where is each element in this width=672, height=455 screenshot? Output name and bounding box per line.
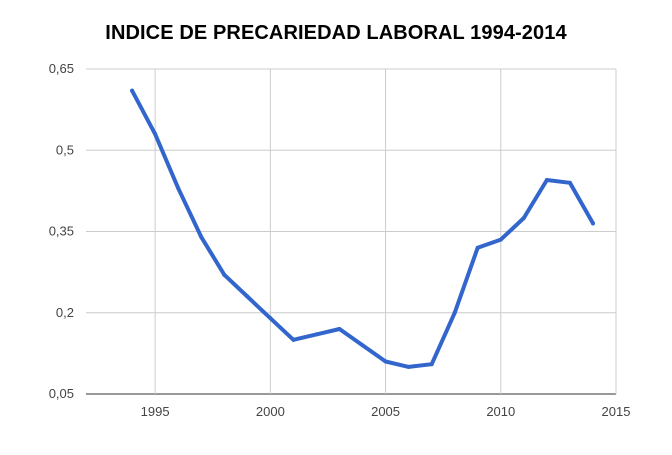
data-point: [222, 272, 227, 277]
data-point: [521, 215, 526, 220]
chart-title: INDICE DE PRECARIEDAD LABORAL 1994-2014: [105, 22, 567, 44]
x-tick-label: 1995: [141, 404, 170, 419]
data-point: [590, 221, 595, 226]
data-point: [498, 237, 503, 242]
data-point: [314, 332, 319, 337]
data-point: [429, 362, 434, 367]
grid-lines: [86, 68, 617, 395]
data-point: [199, 234, 204, 239]
data-point: [360, 343, 365, 348]
y-tick-label: 0,65: [49, 61, 74, 76]
y-tick-label: 0,2: [56, 305, 74, 320]
series-line: [130, 88, 595, 369]
y-tick-label: 0,05: [49, 386, 74, 401]
data-point: [291, 337, 296, 342]
x-tick-label: 2000: [256, 404, 285, 419]
y-axis-tick-labels: 0,05 0,2 0,35 0,5 0,65: [49, 61, 74, 401]
data-point: [452, 310, 457, 315]
data-point: [176, 186, 181, 191]
y-tick-label: 0,35: [49, 224, 74, 239]
y-tick-label: 0,5: [56, 142, 74, 157]
data-point: [130, 88, 135, 93]
data-point: [245, 294, 250, 299]
x-tick-label: 2010: [486, 404, 515, 419]
data-point: [406, 364, 411, 369]
data-point: [153, 132, 158, 136]
data-point: [383, 359, 388, 364]
x-tick-label: 2005: [371, 404, 400, 419]
x-axis-tick-labels: 1995 2000 2005 2010 2015: [141, 404, 631, 419]
data-point: [268, 316, 273, 321]
data-point: [475, 245, 480, 250]
data-point: [544, 178, 549, 183]
data-point: [567, 180, 572, 185]
x-tick-label: 2015: [602, 404, 631, 419]
series-layer: [130, 88, 595, 369]
data-point: [337, 327, 342, 331]
